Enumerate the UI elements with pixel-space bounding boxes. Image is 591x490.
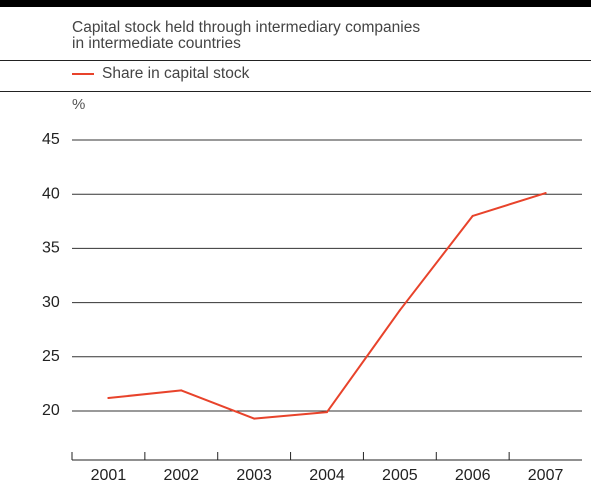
- legend: Share in capital stock: [72, 64, 249, 84]
- data-point-2005: [398, 309, 401, 312]
- x-tick-label-2002: 2002: [163, 467, 199, 484]
- data-point-2004: [326, 411, 328, 414]
- legend-label: Share in capital stock: [102, 65, 250, 82]
- title-divider: [0, 60, 591, 61]
- y-tick-label-20: 20: [42, 402, 60, 419]
- chart-title-line-2: in intermediate countries: [72, 35, 241, 52]
- x-tick-label-2005: 2005: [382, 467, 418, 484]
- x-tick-label-2007: 2007: [528, 467, 564, 484]
- y-tick-label-45: 45: [42, 131, 60, 148]
- chart-title: Capital stock held through intermediary …: [72, 20, 552, 52]
- data-point-2006: [471, 214, 474, 217]
- series-line-0: [107, 192, 547, 420]
- data-point-2007: [544, 192, 547, 195]
- x-tick-label-2004: 2004: [309, 467, 345, 484]
- x-tick-label-2006: 2006: [455, 467, 491, 484]
- y-tick-label-40: 40: [42, 185, 60, 202]
- data-point-2003: [253, 417, 256, 420]
- legend-divider: [0, 91, 591, 92]
- chart-title-line-1: Capital stock held through intermediary …: [72, 19, 421, 36]
- x-tick-label-2003: 2003: [236, 467, 272, 484]
- y-tick-label-25: 25: [42, 348, 60, 365]
- data-point-2002: [180, 389, 183, 392]
- y-tick-label-30: 30: [42, 294, 60, 311]
- data-point-2001: [107, 396, 110, 399]
- y-axis-unit-label: %: [72, 96, 86, 113]
- legend-swatch: [72, 73, 94, 75]
- top-rule: [0, 0, 591, 7]
- y-tick-label-35: 35: [42, 240, 60, 257]
- x-tick-label-2001: 2001: [91, 467, 127, 484]
